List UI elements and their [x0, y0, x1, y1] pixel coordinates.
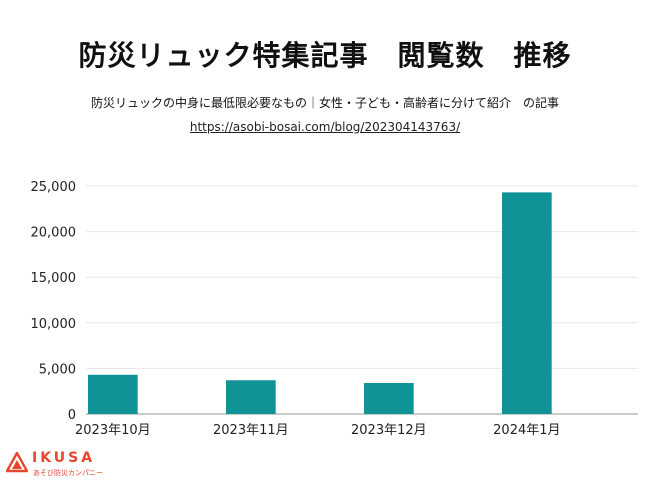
y-tick-label: 25,000 [31, 180, 77, 195]
x-tick-label: 2023年10月 [75, 423, 151, 438]
chart-title: 防災リュック特集記事 閲覧数 推移 [78, 39, 572, 72]
y-tick-label: 10,000 [31, 317, 77, 332]
y-tick-label: 15,000 [31, 271, 77, 286]
brand-tagline: あそび防災カンパニー [33, 469, 103, 477]
y-tick-label: 5,000 [39, 362, 76, 377]
bar [88, 374, 138, 414]
x-tick-label: 2024年1月 [493, 423, 560, 438]
chart-subtitle: 防災リュックの中身に最低限必要なもの｜女性・子ども・高齢者に分けて紹介 の記事 [90, 96, 559, 110]
bar [364, 382, 414, 414]
brand-logo: IKUSA あそび防災カンパニー [6, 450, 106, 482]
bar [502, 192, 552, 414]
source-link[interactable]: https://asobi-bosai.com/blog/20230414376… [189, 120, 461, 134]
y-tick-label: 0 [68, 408, 76, 423]
bar [226, 380, 276, 414]
ikusa-logo-icon [6, 452, 28, 473]
y-tick-label: 20,000 [31, 226, 77, 241]
brand-name: IKUSA [32, 450, 96, 466]
x-tick-label: 2023年11月 [213, 423, 289, 438]
x-tick-label: 2023年12月 [351, 423, 427, 438]
